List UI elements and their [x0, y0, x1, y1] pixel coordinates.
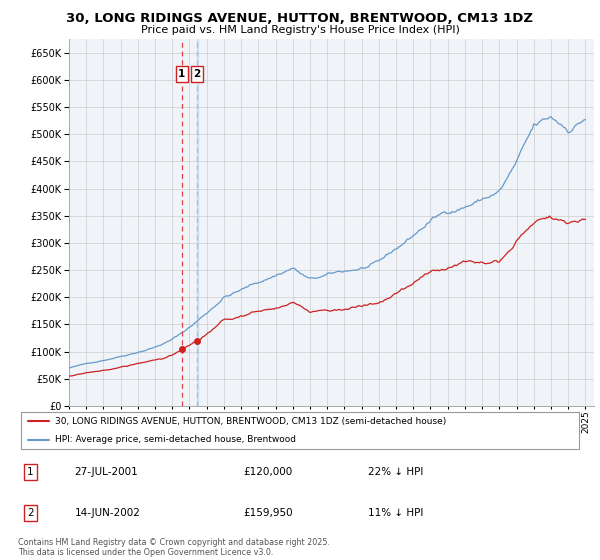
Text: 22% ↓ HPI: 22% ↓ HPI [368, 467, 423, 477]
Text: 2: 2 [194, 69, 201, 79]
Text: 14-JUN-2002: 14-JUN-2002 [74, 508, 140, 518]
Bar [197, 39, 198, 406]
Text: Contains HM Land Registry data © Crown copyright and database right 2025.
This d: Contains HM Land Registry data © Crown c… [18, 538, 330, 557]
Text: HPI: Average price, semi-detached house, Brentwood: HPI: Average price, semi-detached house,… [55, 436, 296, 445]
FancyBboxPatch shape [21, 413, 579, 449]
Text: 2: 2 [27, 508, 34, 518]
Text: 30, LONG RIDINGS AVENUE, HUTTON, BRENTWOOD, CM13 1DZ: 30, LONG RIDINGS AVENUE, HUTTON, BRENTWO… [67, 12, 533, 25]
Text: Price paid vs. HM Land Registry's House Price Index (HPI): Price paid vs. HM Land Registry's House … [140, 25, 460, 35]
Text: £159,950: £159,950 [244, 508, 293, 518]
Text: 27-JUL-2001: 27-JUL-2001 [74, 467, 138, 477]
Text: £120,000: £120,000 [244, 467, 293, 477]
Text: 11% ↓ HPI: 11% ↓ HPI [368, 508, 423, 518]
Text: 1: 1 [178, 69, 185, 79]
Text: 1: 1 [27, 467, 34, 477]
Text: 30, LONG RIDINGS AVENUE, HUTTON, BRENTWOOD, CM13 1DZ (semi-detached house): 30, LONG RIDINGS AVENUE, HUTTON, BRENTWO… [55, 417, 446, 426]
